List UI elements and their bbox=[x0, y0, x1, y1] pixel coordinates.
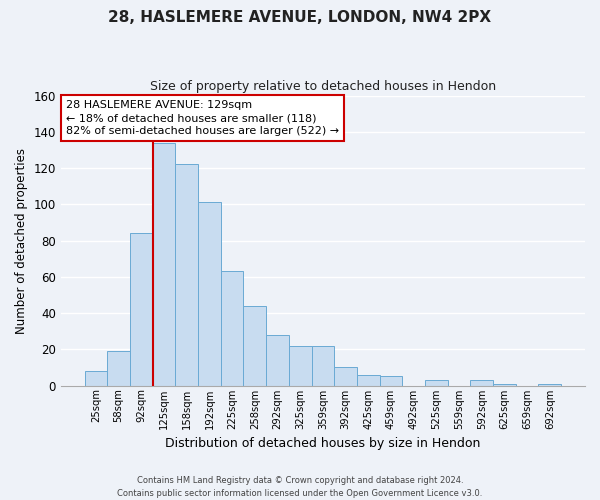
Bar bbox=[107, 351, 130, 386]
Bar bbox=[470, 380, 493, 386]
Bar bbox=[538, 384, 561, 386]
Text: Contains HM Land Registry data © Crown copyright and database right 2024.
Contai: Contains HM Land Registry data © Crown c… bbox=[118, 476, 482, 498]
Bar bbox=[289, 346, 311, 386]
Bar bbox=[198, 202, 221, 386]
Text: 28 HASLEMERE AVENUE: 129sqm
← 18% of detached houses are smaller (118)
82% of se: 28 HASLEMERE AVENUE: 129sqm ← 18% of det… bbox=[66, 100, 339, 136]
Text: 28, HASLEMERE AVENUE, LONDON, NW4 2PX: 28, HASLEMERE AVENUE, LONDON, NW4 2PX bbox=[109, 10, 491, 25]
Bar bbox=[266, 335, 289, 386]
Bar bbox=[152, 142, 175, 386]
Bar bbox=[493, 384, 516, 386]
Bar bbox=[380, 376, 403, 386]
Bar bbox=[175, 164, 198, 386]
Bar bbox=[130, 234, 152, 386]
Bar bbox=[357, 374, 380, 386]
Bar bbox=[425, 380, 448, 386]
Y-axis label: Number of detached properties: Number of detached properties bbox=[15, 148, 28, 334]
Bar bbox=[311, 346, 334, 386]
Bar bbox=[221, 272, 244, 386]
X-axis label: Distribution of detached houses by size in Hendon: Distribution of detached houses by size … bbox=[165, 437, 481, 450]
Bar bbox=[85, 371, 107, 386]
Bar bbox=[334, 368, 357, 386]
Title: Size of property relative to detached houses in Hendon: Size of property relative to detached ho… bbox=[150, 80, 496, 93]
Bar bbox=[244, 306, 266, 386]
